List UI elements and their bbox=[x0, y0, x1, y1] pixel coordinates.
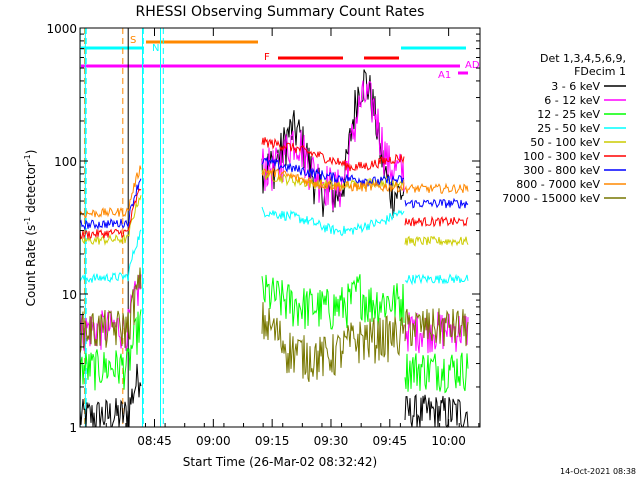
series-pre-segment bbox=[79, 363, 142, 428]
series-lines bbox=[79, 69, 469, 429]
series-post-segment bbox=[404, 215, 469, 228]
series-post-segment bbox=[404, 182, 469, 195]
annotation-label: A1 bbox=[438, 70, 451, 81]
series-main-segment bbox=[261, 156, 405, 188]
series-main-segment bbox=[261, 206, 405, 237]
series-pre-segment bbox=[79, 267, 142, 354]
series-50-100-kev bbox=[79, 169, 469, 247]
series-main-segment bbox=[261, 274, 405, 330]
x-tick-label: 09:30 bbox=[314, 434, 349, 448]
y-axis-label-end: ) bbox=[24, 150, 38, 155]
x-axis-label: Start Time (26-Mar-02 08:32:42) bbox=[183, 455, 377, 469]
series-pre-segment bbox=[79, 274, 142, 352]
y-axis-label-sup1: -1 bbox=[23, 217, 32, 225]
series-800-7000-kev bbox=[79, 165, 469, 219]
series-300-800-kev bbox=[79, 156, 469, 231]
series-post-segment bbox=[404, 393, 469, 429]
series-main-segment bbox=[261, 302, 405, 383]
x-tick-label: 09:45 bbox=[373, 434, 408, 448]
event-marker-lines bbox=[79, 28, 164, 427]
y-axis-label-sup2: -1 bbox=[23, 154, 32, 162]
series-12-25-kev bbox=[79, 274, 469, 394]
x-tick-label: 10:00 bbox=[431, 434, 466, 448]
series-post-segment bbox=[404, 197, 469, 209]
legend-label: 800 - 7000 keV bbox=[516, 178, 600, 191]
annotation-label: F bbox=[264, 52, 270, 63]
y-axis-label-mid: detector bbox=[24, 162, 38, 217]
legend-label: 3 - 6 keV bbox=[551, 80, 600, 93]
x-tick-label: 09:00 bbox=[196, 434, 231, 448]
x-tick-label: 08:45 bbox=[137, 434, 172, 448]
x-tick-label: 09:15 bbox=[255, 434, 290, 448]
chart-title: RHESSI Observing Summary Count Rates bbox=[136, 4, 425, 20]
series-post-segment bbox=[404, 352, 469, 394]
series-post-segment bbox=[404, 273, 469, 286]
series-pre-segment bbox=[79, 309, 142, 391]
annotation-label: N bbox=[152, 43, 159, 54]
series-main-segment bbox=[261, 169, 405, 191]
series-7000-15000-kev bbox=[79, 267, 469, 383]
series-post-segment bbox=[404, 308, 469, 347]
series-post-segment bbox=[404, 235, 469, 247]
series-pre-segment bbox=[79, 188, 142, 240]
series-25-50-kev bbox=[79, 206, 469, 286]
series-100-300-kev bbox=[79, 137, 469, 240]
legend-header: Det 1,3,4,5,6,9, bbox=[540, 52, 626, 65]
series-pre-segment bbox=[79, 178, 142, 231]
y-axis-label: Count Rate (s-1 detector-1) bbox=[23, 150, 38, 307]
legend-label: 25 - 50 keV bbox=[537, 122, 600, 135]
y-tick-label: 1000 bbox=[46, 22, 77, 36]
legend-label: 12 - 25 keV bbox=[537, 108, 600, 121]
legend-header: FDecim 1 bbox=[574, 65, 626, 78]
y-tick-label: 10 bbox=[62, 288, 77, 302]
legend-label: 100 - 300 keV bbox=[523, 150, 600, 163]
annotation-label: AD bbox=[465, 60, 480, 71]
axis-ticks: 08:45 09:00 09:15 09:30 09:45 10:00 1 10 100 1000 bbox=[46, 22, 480, 448]
y-tick-label: 100 bbox=[54, 155, 77, 169]
y-axis-label-main: Count Rate (s bbox=[24, 225, 38, 307]
observing-status-bars: S N F AD A1 bbox=[81, 35, 480, 81]
legend-label: 6 - 12 keV bbox=[544, 94, 600, 107]
series-main-segment bbox=[261, 80, 405, 211]
series-pre-segment bbox=[79, 165, 142, 219]
plot-frame bbox=[79, 27, 481, 428]
series-main-segment bbox=[261, 167, 405, 193]
legend-label: 50 - 100 keV bbox=[530, 136, 600, 149]
legend-label: 300 - 800 keV bbox=[523, 164, 600, 177]
series-pre-segment bbox=[79, 229, 142, 283]
y-tick-label: 1 bbox=[69, 421, 77, 435]
annotation-label: S bbox=[130, 35, 136, 46]
footer-date: 14-Oct-2021 08:38 bbox=[560, 467, 636, 476]
legend-label: 7000 - 15000 keV bbox=[502, 192, 600, 205]
series-main-segment bbox=[261, 137, 405, 172]
series-3-6-kev bbox=[79, 69, 469, 429]
